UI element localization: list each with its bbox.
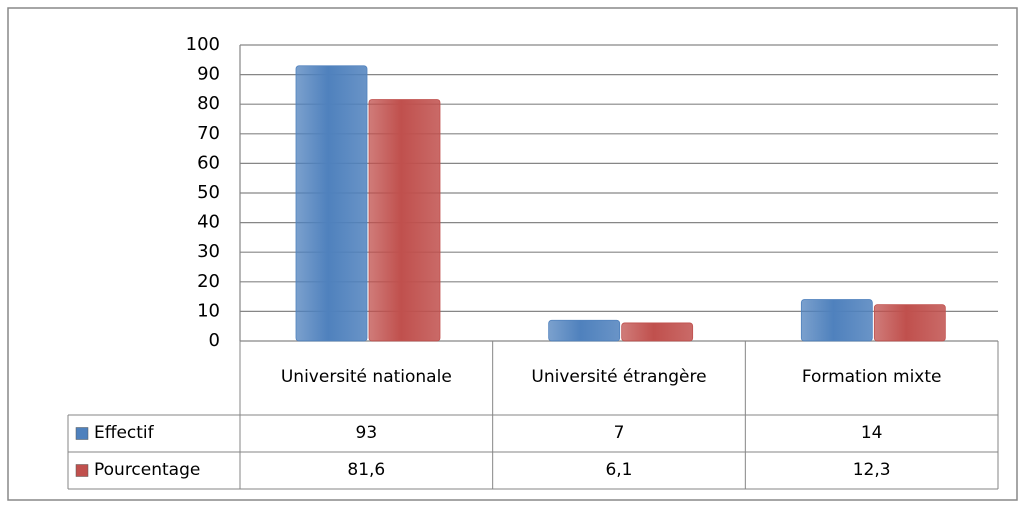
category-label: Université étrangère: [531, 367, 707, 388]
y-tick-label: 30: [197, 241, 220, 262]
y-tick-label: 50: [197, 182, 220, 203]
bar: [873, 304, 946, 342]
table-value: 12,3: [852, 459, 891, 480]
table-value: 14: [860, 422, 883, 443]
y-tick-label: 100: [186, 34, 220, 55]
bar: [800, 299, 873, 342]
legend-swatch: [75, 427, 89, 440]
table-value: 81,6: [347, 459, 386, 480]
y-tick-label: 20: [197, 271, 220, 292]
table-value: 6,1: [605, 459, 633, 480]
y-tick-label: 10: [197, 300, 220, 321]
bar: [621, 322, 694, 342]
y-tick-label: 0: [209, 330, 220, 351]
y-tick-label: 80: [197, 93, 220, 114]
category-label: Université nationale: [280, 367, 452, 388]
y-tick-label: 70: [197, 123, 220, 144]
chart-border: [7, 7, 1018, 501]
table-value: 93: [355, 422, 378, 443]
legend-label: Pourcentage: [94, 459, 201, 480]
bar: [295, 65, 368, 342]
legend-label: Effectif: [94, 422, 154, 443]
y-tick-label: 90: [197, 64, 220, 85]
bar: [548, 319, 621, 342]
table-value: 7: [613, 422, 625, 443]
bar: [368, 99, 441, 342]
category-label: Formation mixte: [801, 367, 942, 388]
y-tick-label: 40: [197, 212, 220, 233]
y-tick-label: 60: [197, 152, 220, 173]
legend-swatch: [75, 464, 89, 477]
